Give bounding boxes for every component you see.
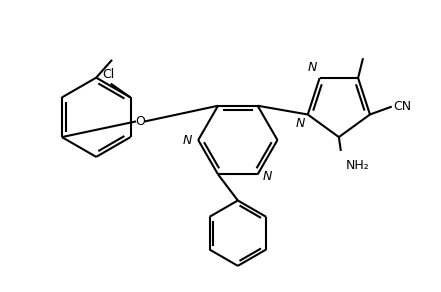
Text: N: N <box>307 61 317 74</box>
Text: Cl: Cl <box>103 68 115 81</box>
Text: O: O <box>135 115 145 128</box>
Text: N: N <box>295 117 305 131</box>
Text: N: N <box>183 133 192 147</box>
Text: CN: CN <box>394 100 412 113</box>
Text: N: N <box>262 170 272 183</box>
Text: NH₂: NH₂ <box>346 159 370 172</box>
